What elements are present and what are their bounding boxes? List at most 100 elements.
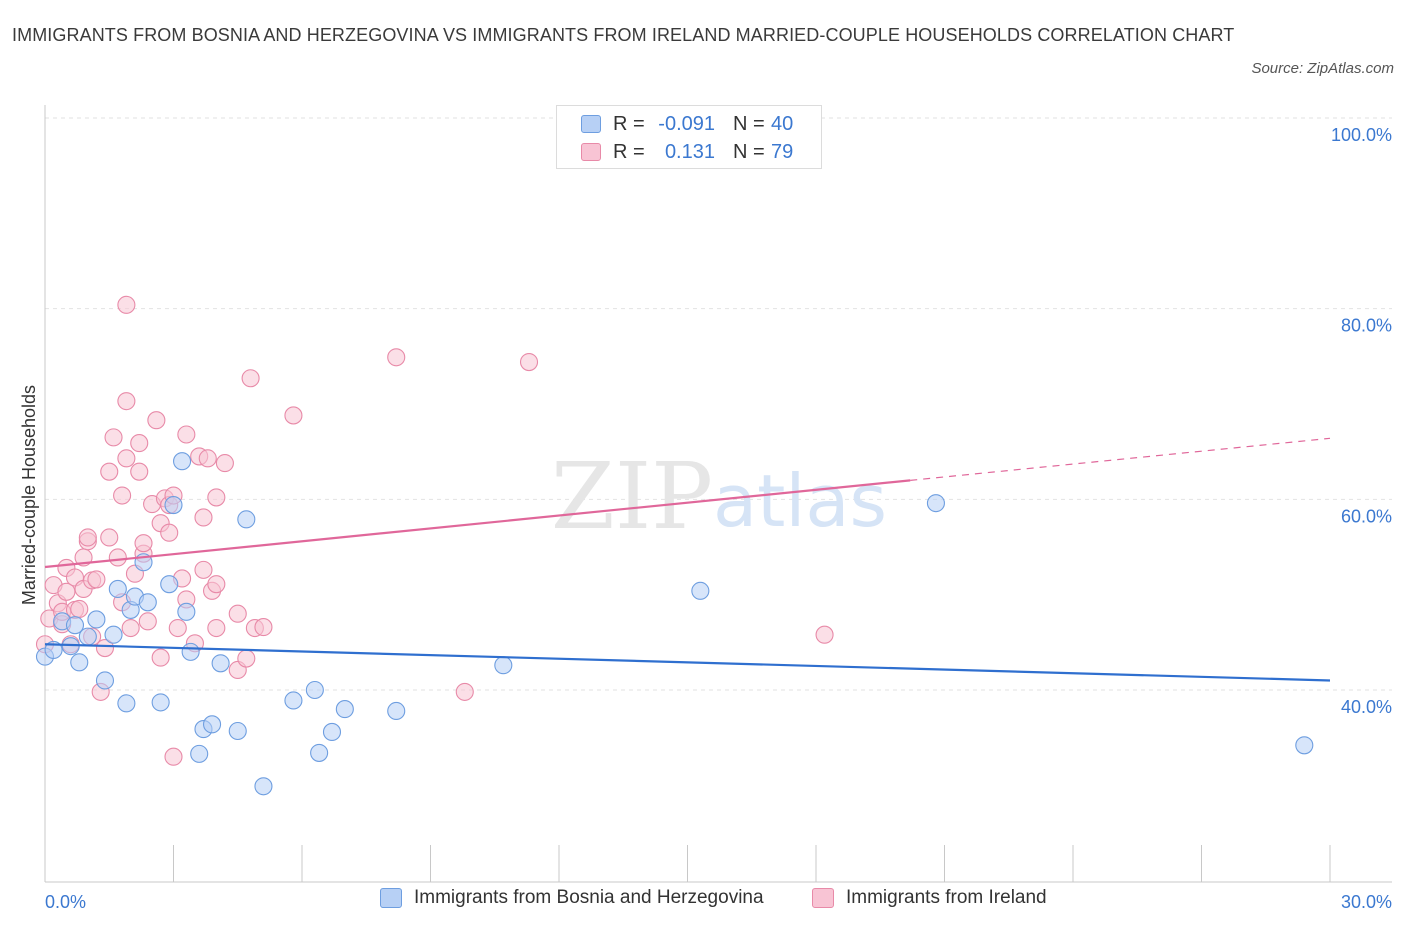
legend-n-label: N = bbox=[733, 112, 765, 135]
legend-r-value: -0.091 bbox=[658, 112, 715, 135]
trend-line-ireland bbox=[44, 479, 911, 569]
y-tick-label: 40.0% bbox=[1341, 697, 1392, 717]
point-ireland bbox=[194, 508, 213, 527]
point-ireland bbox=[207, 575, 226, 594]
point-bosnia bbox=[177, 602, 196, 621]
watermark-atlas: atlas bbox=[713, 459, 887, 543]
point-bosnia bbox=[190, 744, 209, 763]
grid-lines bbox=[45, 117, 1392, 691]
legend-n-value: 79 bbox=[771, 140, 794, 163]
point-bosnia bbox=[164, 496, 183, 515]
point-ireland bbox=[160, 523, 179, 542]
point-ireland bbox=[194, 560, 213, 579]
point-ireland bbox=[95, 639, 115, 658]
point-bosnia bbox=[228, 721, 247, 741]
point-ireland bbox=[108, 548, 127, 567]
legend-swatch-blue bbox=[581, 115, 601, 133]
point-ireland bbox=[70, 599, 89, 619]
legend-r-label: R = bbox=[613, 112, 645, 135]
y-tick-label: 60.0% bbox=[1341, 506, 1392, 526]
legend-n-value: 40 bbox=[771, 112, 794, 135]
point-ireland bbox=[168, 618, 187, 638]
point-ireland bbox=[100, 528, 119, 547]
trend-line-bosnia bbox=[44, 643, 1331, 682]
point-ireland bbox=[207, 618, 226, 638]
point-bosnia bbox=[108, 579, 127, 598]
legend-row-bosnia: R = -0.091 N = 40 bbox=[581, 111, 793, 137]
trend-line-ireland-projection bbox=[910, 437, 1331, 481]
point-ireland bbox=[198, 449, 217, 468]
point-ireland bbox=[284, 406, 303, 425]
x-tick-label: 30.0% bbox=[1341, 892, 1392, 912]
chart-title: IMMIGRANTS FROM BOSNIA AND HERZEGOVINA V… bbox=[12, 25, 1235, 45]
legend-swatch-pink bbox=[581, 143, 601, 161]
point-ireland bbox=[387, 348, 406, 367]
point-bosnia bbox=[237, 510, 256, 529]
series-bosnia-points bbox=[35, 452, 1314, 796]
point-ireland bbox=[134, 534, 153, 553]
point-bosnia bbox=[181, 642, 200, 661]
point-bosnia bbox=[87, 610, 106, 629]
point-ireland bbox=[254, 618, 273, 637]
point-ireland bbox=[130, 462, 149, 481]
point-ireland bbox=[117, 295, 136, 314]
source-note: Source: ZipAtlas.com bbox=[1251, 60, 1394, 77]
point-bosnia bbox=[138, 593, 157, 612]
point-bosnia bbox=[95, 671, 115, 690]
point-bosnia bbox=[284, 691, 303, 710]
point-bosnia bbox=[78, 627, 97, 646]
legend-n-label: N = bbox=[733, 140, 765, 163]
point-ireland bbox=[815, 625, 834, 644]
point-ireland bbox=[215, 454, 234, 473]
legend-label-ireland: Immigrants from Ireland bbox=[846, 887, 1047, 908]
point-bosnia bbox=[310, 743, 329, 762]
point-ireland bbox=[455, 682, 474, 701]
point-ireland bbox=[117, 449, 136, 468]
point-bosnia bbox=[322, 722, 342, 741]
tick-labels: 40.0% 60.0% 80.0% 100.0% 0.0% 30.0% bbox=[45, 125, 1392, 912]
legend-item-ireland[interactable]: Immigrants from Ireland bbox=[812, 887, 1047, 909]
point-bosnia bbox=[387, 701, 406, 721]
point-ireland bbox=[207, 488, 226, 507]
y-axis-label: Married-couple Households bbox=[19, 385, 39, 605]
point-bosnia bbox=[926, 494, 945, 513]
point-bosnia bbox=[160, 575, 179, 594]
legend-row-ireland: R = 0.131 N = 79 bbox=[581, 139, 793, 165]
point-ireland bbox=[138, 612, 157, 631]
legend-item-bosnia[interactable]: Immigrants from Bosnia and Herzegovina bbox=[380, 887, 764, 909]
point-bosnia bbox=[1295, 736, 1314, 755]
point-ireland bbox=[100, 462, 119, 481]
point-ireland bbox=[177, 425, 196, 444]
legend-swatch-pink bbox=[812, 888, 834, 908]
point-bosnia bbox=[691, 581, 710, 600]
point-bosnia bbox=[254, 777, 273, 796]
point-bosnia bbox=[65, 616, 85, 635]
watermark: ZIP atlas bbox=[551, 443, 887, 550]
point-bosnia bbox=[305, 680, 324, 700]
point-bosnia bbox=[335, 700, 354, 719]
legend-r-value: 0.131 bbox=[664, 140, 715, 163]
point-ireland bbox=[104, 428, 123, 447]
point-ireland bbox=[237, 649, 256, 668]
point-ireland bbox=[121, 618, 140, 638]
point-ireland bbox=[151, 648, 170, 667]
point-bosnia bbox=[494, 656, 513, 675]
point-bosnia bbox=[117, 694, 136, 713]
trend-lines bbox=[44, 437, 1331, 682]
series-legend: Immigrants from Bosnia and Herzegovina I… bbox=[0, 887, 1406, 917]
point-ireland bbox=[130, 434, 149, 453]
correlation-legend: R = -0.091 N = 40 R = 0.131 N = 79 bbox=[556, 105, 822, 169]
axes bbox=[44, 105, 1392, 883]
point-bosnia bbox=[70, 653, 89, 672]
point-ireland bbox=[147, 411, 166, 430]
legend-swatch-blue bbox=[380, 888, 402, 908]
point-bosnia bbox=[151, 693, 170, 712]
point-ireland bbox=[519, 353, 539, 372]
x-tick-label: 0.0% bbox=[45, 892, 86, 912]
point-ireland bbox=[57, 582, 76, 601]
point-bosnia bbox=[44, 640, 63, 660]
point-ireland bbox=[78, 528, 97, 547]
point-bosnia bbox=[104, 625, 123, 644]
point-ireland bbox=[117, 392, 136, 411]
